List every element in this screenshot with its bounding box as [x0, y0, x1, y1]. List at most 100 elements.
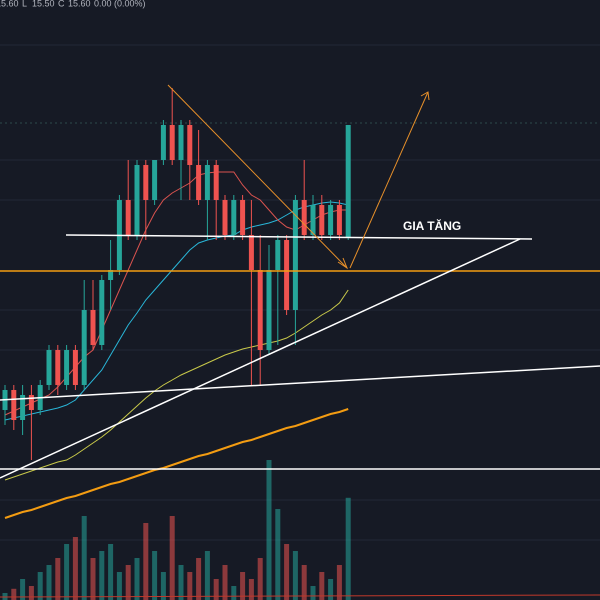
volume-bar: [204, 551, 210, 600]
volume-bar: [28, 586, 34, 600]
volume-bar: [134, 558, 140, 600]
volume-bar: [160, 572, 166, 600]
volume-bar: [292, 551, 298, 600]
candle-body: [257, 270, 263, 350]
volume-bar: [275, 509, 281, 600]
candle-body: [152, 160, 158, 200]
candle-body: [178, 125, 184, 160]
candle-body: [275, 240, 281, 270]
candle-body: [72, 350, 78, 385]
volume-bar: [178, 565, 184, 600]
arrow: [349, 91, 429, 269]
volume-bar: [143, 523, 149, 600]
volume-bar: [169, 516, 175, 600]
candle-body: [125, 200, 131, 235]
moving-average: [4, 201, 349, 421]
candle-body: [28, 395, 34, 410]
candle-body: [248, 235, 254, 270]
candle-body: [46, 350, 52, 385]
candle-body: [204, 165, 210, 200]
arrow-head: [337, 257, 349, 270]
candle-body: [81, 310, 87, 385]
volume-bar: [125, 565, 131, 600]
volume-bar: [72, 537, 78, 600]
header-item: 15.60: [68, 0, 91, 8]
volume-bar: [222, 565, 228, 600]
candle-body: [213, 165, 219, 200]
candle-body: [108, 270, 114, 280]
volume-bar: [55, 558, 61, 600]
trend-line: [0, 238, 521, 479]
candle-body: [20, 395, 26, 420]
volume-bar: [37, 572, 43, 600]
volume-bar: [116, 572, 122, 600]
volume-bar: [328, 579, 334, 600]
volume-bar: [284, 544, 290, 600]
volume-bar: [64, 544, 70, 600]
candle-body: [99, 280, 105, 345]
arrow-head: [420, 91, 430, 101]
volume-bar: [11, 588, 17, 600]
candle-body: [134, 165, 140, 235]
candle-body: [336, 205, 342, 235]
candle-body: [55, 350, 61, 385]
volume-bar: [231, 586, 237, 600]
volume-bar: [319, 572, 325, 600]
volume-bar: [301, 565, 307, 600]
trend-line: [0, 365, 600, 401]
candle-body: [310, 205, 316, 235]
candle-body: [160, 125, 166, 160]
header-item: C: [58, 0, 65, 8]
candle-body: [11, 390, 17, 420]
header-item: 0.00 (0.00%): [94, 0, 146, 8]
volume-bar: [81, 516, 87, 600]
plot: [2, 88, 351, 600]
volume-bar: [336, 565, 342, 600]
volume-bar: [187, 572, 193, 600]
volume-bar: [196, 558, 202, 600]
volume-bar: [345, 497, 351, 600]
drawings: [0, 84, 600, 598]
candle-body: [222, 200, 228, 235]
candle-body: [301, 200, 307, 235]
volume-bar: [46, 565, 52, 600]
header-item: 15.60: [0, 0, 19, 8]
volume-bar: [266, 460, 272, 600]
volume-bar: [248, 579, 254, 600]
candle-body: [328, 205, 334, 235]
header-item: L: [22, 0, 27, 8]
volume-bar: [310, 586, 316, 600]
candle-body: [345, 125, 351, 237]
arrow: [167, 84, 348, 269]
candle-body: [64, 350, 70, 385]
header-item: 15.50: [32, 0, 55, 8]
candle-body: [196, 165, 202, 200]
candle-body: [266, 270, 272, 350]
candle-body: [143, 165, 149, 200]
candle-body: [187, 125, 193, 165]
volume-bar: [152, 551, 158, 600]
candle-body: [319, 205, 325, 235]
candle-body: [169, 125, 175, 160]
candle-body: [90, 310, 96, 345]
baseline: [0, 594, 600, 598]
volume-bar: [20, 579, 26, 600]
volume-bar: [240, 572, 246, 600]
volume-bar: [257, 558, 263, 600]
candle-body: [284, 240, 290, 310]
trend-line: [65, 234, 533, 240]
moving-average: [4, 408, 349, 519]
annotation: GIA TĂNG: [403, 218, 461, 233]
volume-bar: [90, 558, 96, 600]
candle-body: [231, 200, 237, 235]
candle-body: [292, 200, 298, 310]
moving-average: [4, 289, 349, 481]
volume-bar: [108, 544, 114, 600]
candle-body: [240, 200, 246, 235]
moving-average: [4, 171, 349, 416]
volume-bar: [99, 551, 105, 600]
